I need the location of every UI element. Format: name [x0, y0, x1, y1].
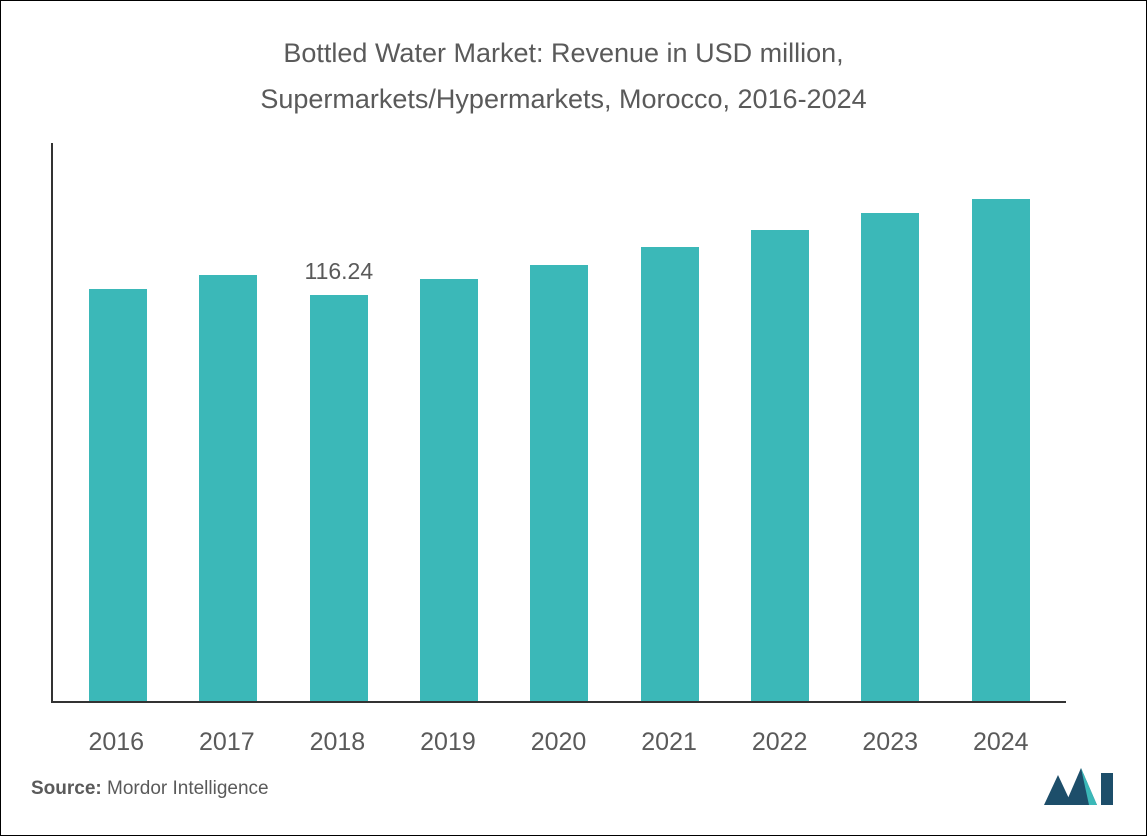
- bar-group: [835, 143, 945, 701]
- bars-wrapper: 116.24: [53, 143, 1066, 701]
- chart-container: Bottled Water Market: Revenue in USD mil…: [0, 0, 1147, 836]
- chart-title: Bottled Water Market: Revenue in USD mil…: [21, 31, 1106, 123]
- bar-group: [946, 143, 1056, 701]
- bar: [199, 275, 257, 700]
- bar-group: [504, 143, 614, 701]
- x-axis-label: 2024: [946, 728, 1057, 757]
- source-text: Mordor Intelligence: [107, 778, 269, 799]
- title-line1: Bottled Water Market: Revenue in USD mil…: [283, 38, 843, 68]
- x-axis-label: 2017: [172, 728, 283, 757]
- bar-group: 116.24: [284, 143, 394, 701]
- bar-group: [63, 143, 173, 701]
- x-axis-label: 2021: [614, 728, 725, 757]
- x-axis-label: 2020: [503, 728, 614, 757]
- bar-group: [394, 143, 504, 701]
- x-axis-label: 2018: [282, 728, 393, 757]
- bar: [420, 279, 478, 701]
- bar: [972, 199, 1030, 701]
- bar-group: [173, 143, 283, 701]
- bar-group: [615, 143, 725, 701]
- x-axis-label: 2023: [835, 728, 946, 757]
- x-axis-label: 2022: [724, 728, 835, 757]
- x-axis-label: 2019: [393, 728, 504, 757]
- bar-group: [725, 143, 835, 701]
- mordor-logo-icon: [1041, 765, 1116, 810]
- bar: [641, 247, 699, 700]
- bar: [89, 289, 147, 701]
- bar: [310, 295, 368, 700]
- x-axis-label: 2016: [61, 728, 172, 757]
- title-line2: Supermarkets/Hypermarkets, Morocco, 2016…: [260, 84, 866, 114]
- source-attribution: Source: Mordor Intelligence: [31, 778, 269, 800]
- x-axis-labels: 201620172018201920202021202220232024: [51, 728, 1066, 757]
- bar: [751, 230, 809, 701]
- bar: [530, 265, 588, 701]
- bar: [861, 213, 919, 701]
- bar-value-label: 116.24: [304, 258, 373, 285]
- chart-plot-area: 116.24: [51, 143, 1066, 703]
- source-label: Source:: [31, 778, 102, 799]
